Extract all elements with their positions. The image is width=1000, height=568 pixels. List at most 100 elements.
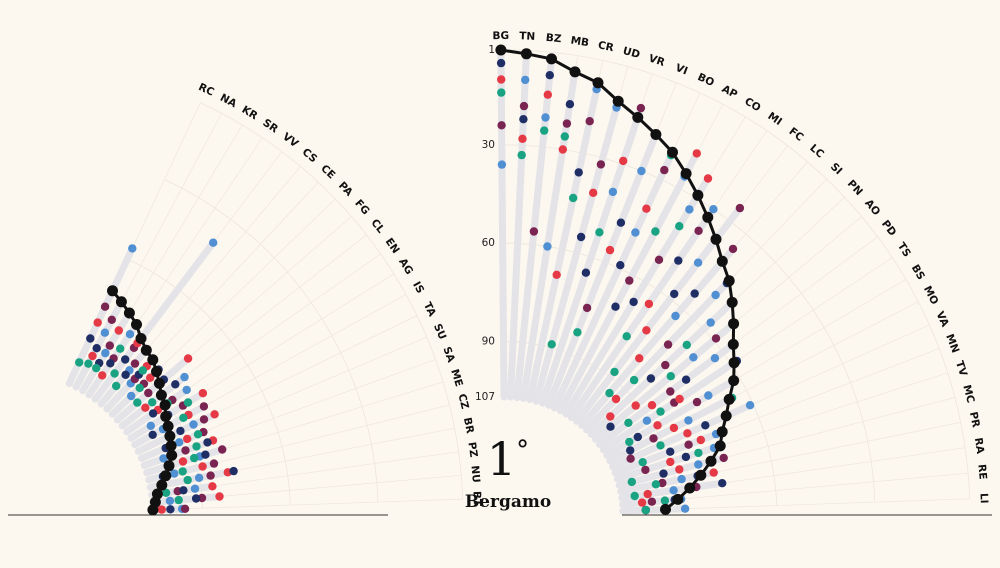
right-dot-BG-s0	[497, 160, 507, 169]
right-dot-MB-s4	[560, 132, 569, 141]
right-highlight-dot-MB	[569, 66, 581, 78]
right-highlight-dot-VR	[632, 111, 644, 123]
right-dot-PR-s1	[658, 478, 667, 488]
right-track-SI	[583, 277, 733, 434]
right-dot-PN-s4	[682, 340, 691, 350]
left-dot-CZ-s2	[198, 462, 207, 471]
left-dot-ME-s3	[201, 450, 210, 459]
right-dot-MN-s4	[638, 458, 647, 467]
right-label-FC: FC	[787, 125, 806, 144]
left-label-SR: SR	[260, 117, 280, 136]
left-dot-SU-s0	[175, 438, 184, 447]
left-dot-SA-s3	[203, 438, 212, 447]
right-label-MC: MC	[960, 384, 976, 405]
left-label-EN: EN	[383, 236, 402, 256]
right-dot-BG-s4	[497, 88, 506, 97]
left-label-SA: SA	[440, 345, 457, 365]
left-dot-SA-s1	[181, 446, 190, 455]
right-dot-PN-s3	[646, 374, 656, 383]
right-label-TV: TV	[953, 359, 969, 378]
right-dot-AO-s1	[711, 334, 721, 343]
right-highlight-dot-BS	[728, 375, 740, 387]
tick-label-30: 30	[482, 139, 495, 151]
left-label-CL: CL	[368, 217, 387, 236]
tick-label-90: 90	[482, 335, 495, 347]
left-dot-PA-s4	[135, 383, 144, 393]
right-dot-FC-s0	[693, 258, 703, 267]
right-dot-PN-s0	[706, 318, 715, 327]
left-dot-FG-s4	[133, 398, 142, 407]
right-dot-LI-s0	[680, 504, 690, 513]
right-label-BS: BS	[909, 263, 927, 283]
right-dot-BZ-s3	[545, 71, 554, 80]
right-highlight-dot-BG	[495, 44, 507, 56]
right-dot-VA-s0	[745, 401, 755, 410]
right-highlight-dot-FC	[710, 233, 722, 245]
left-track-NA	[72, 298, 125, 391]
left-label-CE: CE	[318, 163, 337, 182]
right-dot-AP-s2	[692, 149, 701, 158]
left-dot-BR-s0	[194, 473, 204, 482]
right-label-BZ: BZ	[545, 32, 562, 46]
right-dot-PD-s3	[681, 375, 691, 384]
right-highlight-dot-VA	[720, 410, 732, 422]
right-label-VI: VI	[674, 62, 690, 78]
left-dot-BT-s3	[166, 505, 175, 514]
left-dot-PZ-s0	[190, 484, 200, 493]
right-highlight-dot-TS	[728, 357, 740, 369]
left-grid-arc	[127, 258, 291, 506]
left-dot-ME-s4	[190, 453, 199, 463]
right-label-CO: CO	[742, 95, 763, 114]
right-track-CO	[562, 175, 712, 418]
right-dot-AP-s1	[625, 276, 634, 285]
right-dot-MN-s2	[696, 435, 705, 445]
right-highlight-dot-MC	[705, 455, 717, 467]
left-label-NA: NA	[218, 92, 239, 111]
left-dot-IS-s1	[199, 402, 209, 411]
right-label-LI: LI	[978, 493, 990, 504]
left-highlight-dot-IS	[162, 420, 174, 432]
right-dot-BG-s2	[497, 75, 506, 84]
left-dot-SU-s2	[183, 434, 192, 444]
right-label-LC: LC	[807, 142, 826, 161]
left-dot-TA-s0	[189, 420, 198, 429]
right-dot-BZ-s0	[541, 113, 550, 122]
right-dot-BZ-s1	[529, 227, 539, 236]
right-dot-CR-s3	[574, 168, 583, 177]
right-dot-TN-s0	[521, 75, 530, 85]
left-dot-CL-s0	[180, 372, 189, 382]
right-dot-MB-s2	[558, 145, 567, 154]
right-track-UD	[532, 97, 622, 405]
right-label-BG: BG	[492, 30, 509, 42]
left-dot-CL-s4	[148, 398, 157, 407]
right-dot-RA-s3	[718, 479, 727, 488]
right-dot-SI-s1	[663, 340, 673, 349]
right-dot-PR-s4	[651, 480, 661, 489]
right-dot-CR-s4	[569, 193, 578, 203]
right-track-CR	[526, 79, 602, 404]
right-dot-TN-s1	[519, 101, 529, 111]
right-highlight-dot-AO	[728, 318, 740, 330]
left-label-CS: CS	[300, 146, 320, 165]
right-dot-PN-s2	[606, 412, 615, 421]
left-dot-VV-s3	[121, 355, 130, 364]
left-dot-BT-s2	[157, 505, 166, 514]
left-dot-PA-s2	[146, 373, 155, 382]
right-dot-TN-s3	[519, 115, 528, 124]
right-label-MO: MO	[921, 284, 941, 307]
right-dot-MC-s1	[719, 453, 728, 463]
right-dot-AP-s4	[651, 227, 660, 236]
right-dot-BS-s4	[625, 437, 634, 447]
left-dot-PZ-s3	[179, 486, 188, 495]
right-label-RE: RE	[975, 464, 988, 480]
right-track-BO	[551, 148, 676, 412]
left-highlight-dot-KR	[123, 307, 135, 319]
right-dot-TS-s0	[642, 416, 652, 425]
right-dot-BS-s2	[653, 421, 662, 430]
left-label-PZ: PZ	[465, 441, 479, 458]
left-dot-CS-s1	[130, 359, 140, 368]
right-dot-MI-s1	[694, 226, 703, 235]
right-dot-FC-s2	[642, 326, 651, 335]
